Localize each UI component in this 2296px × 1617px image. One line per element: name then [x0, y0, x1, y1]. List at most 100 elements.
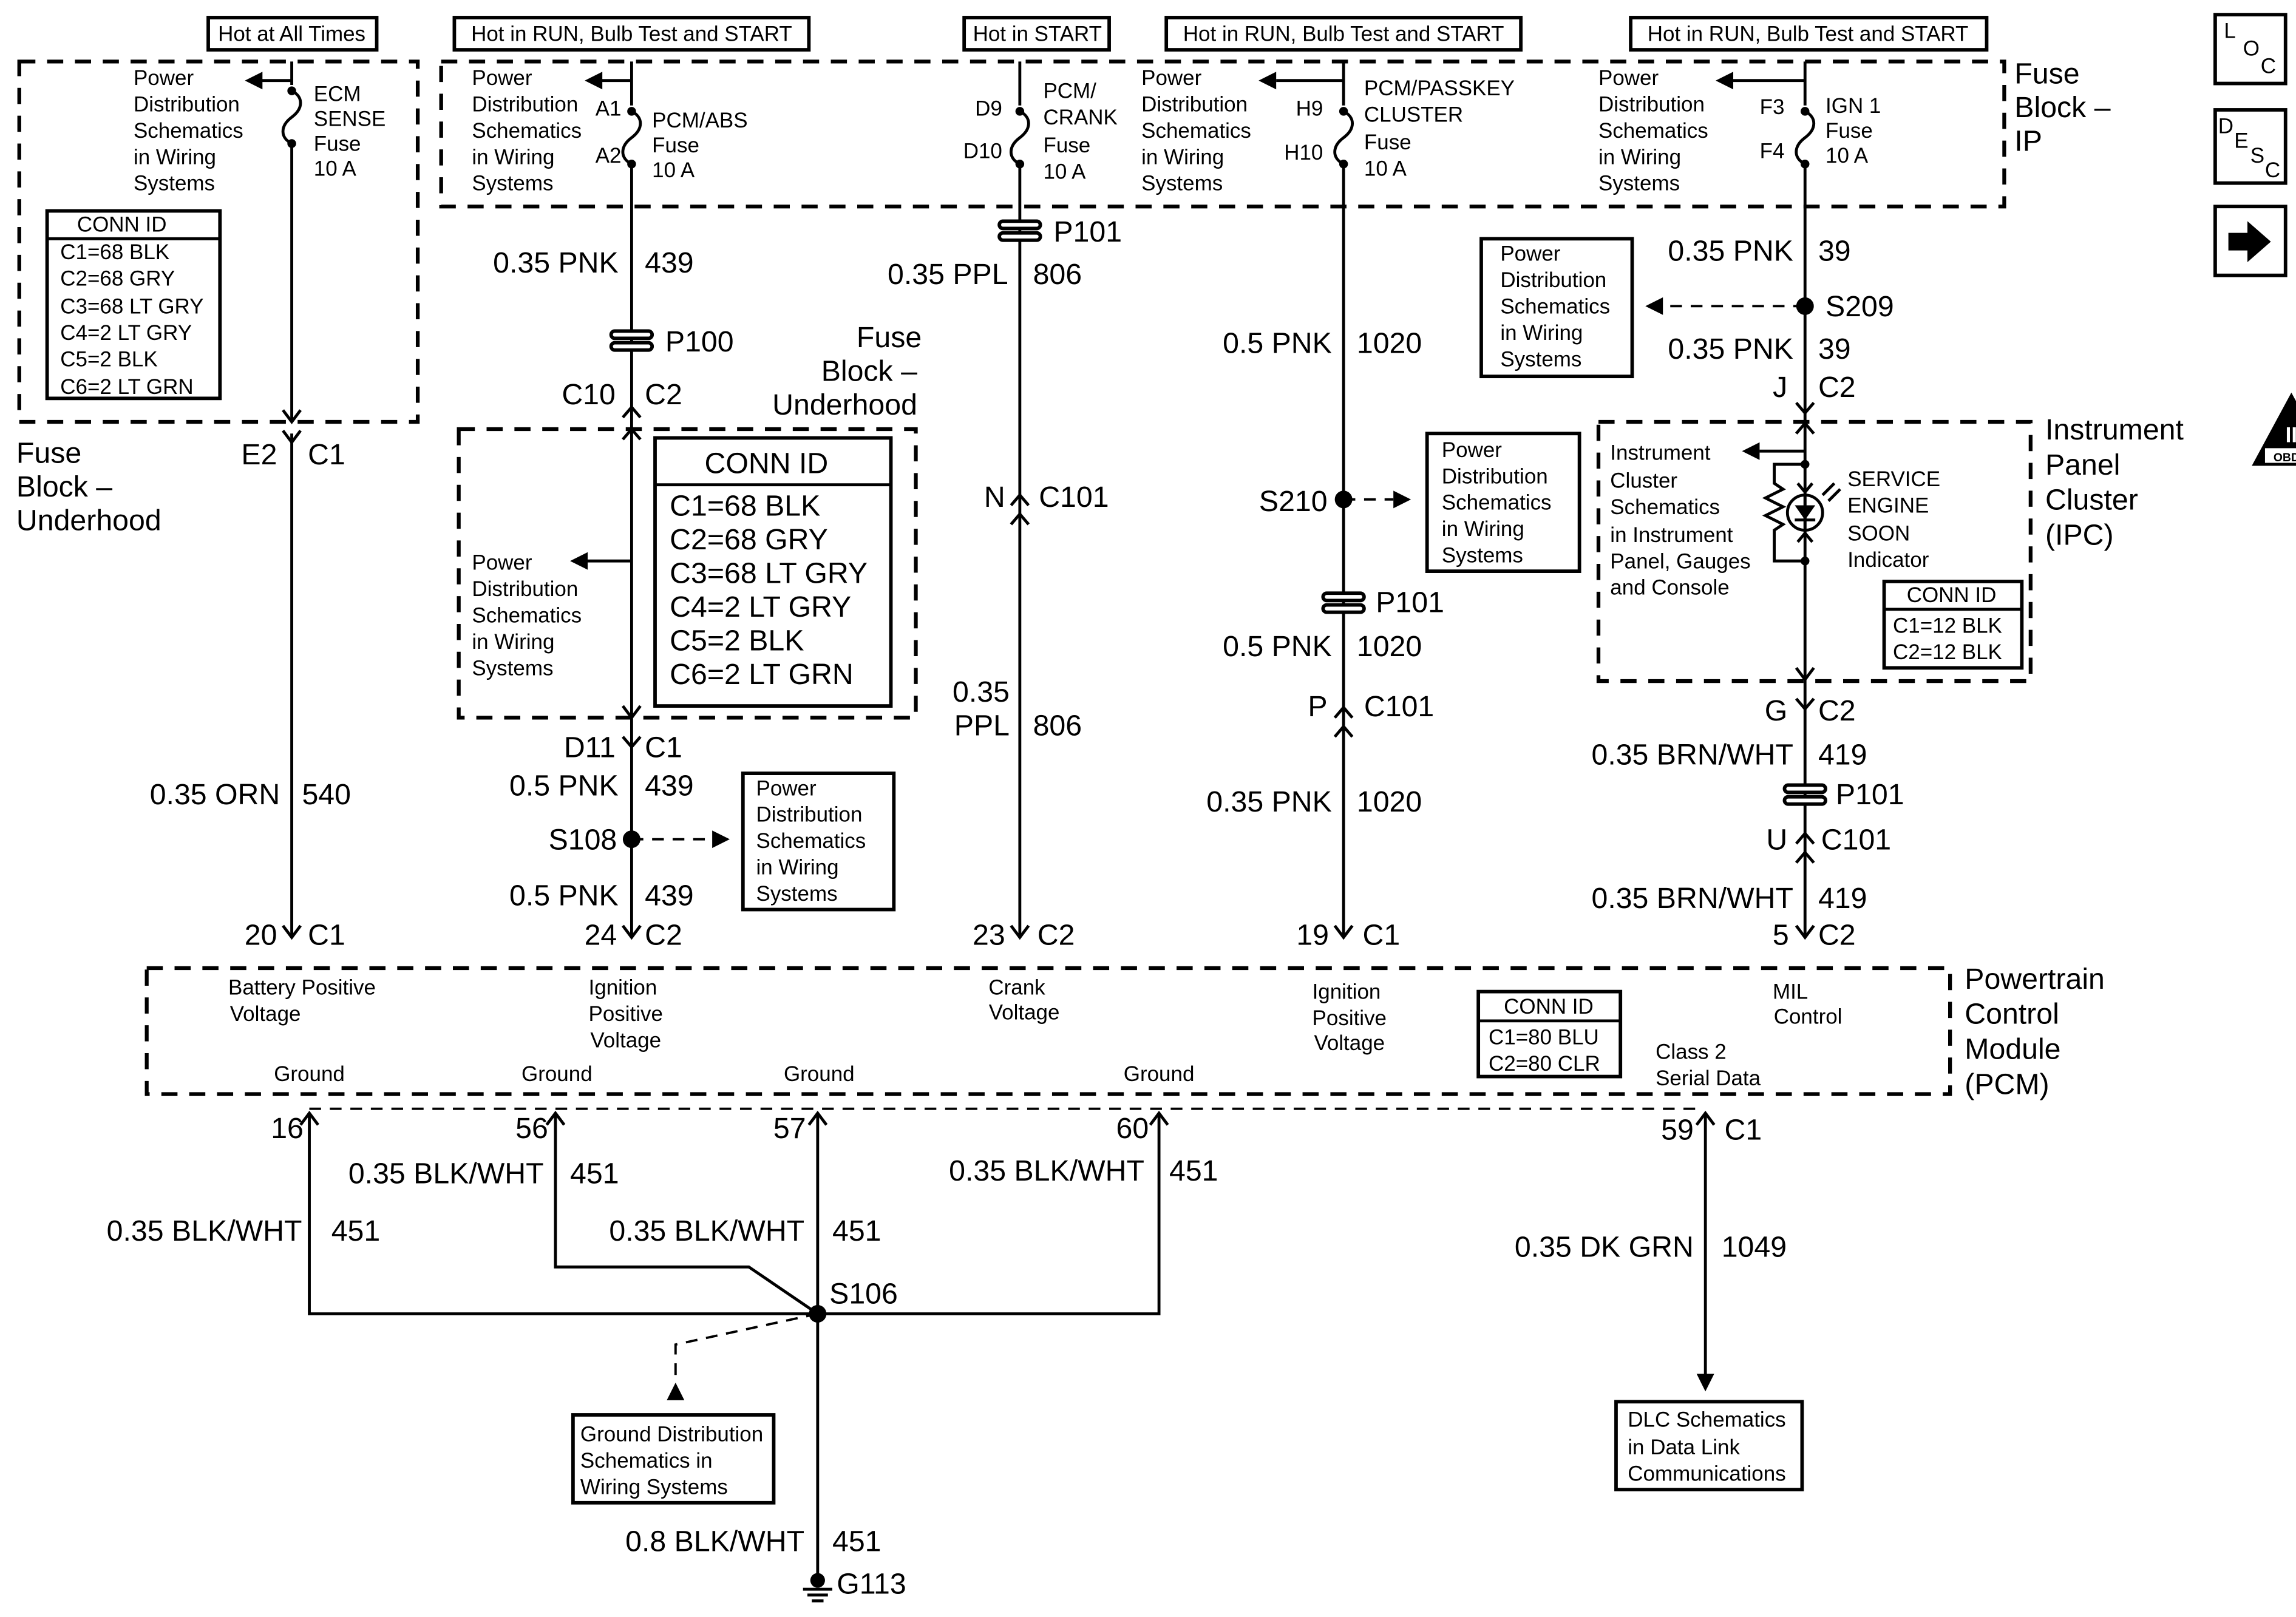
- dlc-reference[interactable]: DLC Schematics in Data Link Communications: [1628, 1408, 1785, 1485]
- ground-distribution-reference[interactable]: Ground Distribution Schematics in Wiring S…: [580, 1422, 763, 1499]
- connector-terminal: G: [1765, 694, 1788, 727]
- status-hot-run: Hot in RUN, Bulb Test and START: [1648, 22, 1969, 46]
- wire-circuit: 451: [832, 1525, 881, 1558]
- wire-circuit: 1049: [1722, 1230, 1787, 1263]
- svg-text:O: O: [2243, 37, 2260, 61]
- status-hot-run: Hot in RUN, Bulb Test and START: [471, 22, 792, 46]
- fuse-icon: [1333, 107, 1354, 169]
- svg-text:C3=68 LT GRY: C3=68 LT GRY: [60, 294, 203, 318]
- wire-circuit: 451: [832, 1215, 881, 1247]
- connector-terminal: J: [1773, 371, 1787, 404]
- reference-arrows: [245, 72, 1815, 1400]
- pd-reference[interactable]: Power Distribution Schematics in Wiring Syst…: [472, 551, 582, 680]
- ipc-reference[interactable]: Instrument Cluster Schematics in Instrument…: [1610, 441, 1750, 600]
- svg-text:CONN ID: CONN ID: [1504, 995, 1594, 1019]
- fuse-terminal: D9: [975, 97, 1002, 121]
- ses-indicator-label: SERVICE ENGINE SOON Indicator: [1847, 467, 1940, 572]
- connector-terminal: 59: [1661, 1113, 1694, 1146]
- arrow-down-icon: [282, 409, 302, 424]
- wire-color: 0.5 PNK: [1223, 327, 1332, 360]
- status-boxes: Hot at All Times Hot in RUN, Bulb Test a…: [206, 16, 1989, 52]
- service-engine-soon-lamp-icon: [1762, 459, 1841, 566]
- pd-reference[interactable]: Power Distribution Schematics in Wiring Syst…: [1442, 438, 1552, 568]
- loc-button[interactable]: LOC: [2213, 13, 2288, 86]
- arrow-both-icon: [621, 427, 642, 720]
- conn-id-table: CONN ID C1=68 BLK C2=68 GRY C3=68 LT GRY…: [653, 436, 893, 708]
- pcm-pin-ground: Ground: [274, 1062, 345, 1086]
- connector-id: C1: [645, 731, 682, 764]
- connector-terminal: N: [984, 481, 1005, 514]
- pd-reference[interactable]: Power Distribution Schematics in Wiring Syst…: [1500, 242, 1610, 371]
- pd-reference[interactable]: Power Distribution Schematics in Wiring Syst…: [472, 66, 582, 195]
- wire-circuit: 451: [331, 1215, 381, 1247]
- splice-label: S108: [549, 824, 617, 856]
- pd-reference[interactable]: Power Distribution Schematics in Wiring Syst…: [1598, 66, 1708, 195]
- fuse-terminal: H9: [1296, 97, 1323, 121]
- fuse-block-ip-name: Fuse Block – IP: [2014, 58, 2110, 158]
- fuse-terminal: A2: [596, 144, 622, 168]
- arrow-right-icon: [1393, 490, 1411, 509]
- svg-text:C5=2 BLK: C5=2 BLK: [670, 624, 804, 657]
- arrow-down-icon: [1696, 1374, 1714, 1392]
- wire-circuit: 39: [1818, 235, 1851, 268]
- svg-text:C1=80 BLU: C1=80 BLU: [1489, 1026, 1599, 1049]
- pd-reference[interactable]: Power Distribution Schematics in Wiring Syst…: [1141, 66, 1251, 195]
- wire-circuit: 419: [1818, 882, 1867, 915]
- pcm-pin-serial-data: Class 2 Serial Data: [1656, 1040, 1761, 1090]
- wire-color: 0.35 PNK: [493, 246, 619, 279]
- status-hot-at-all-times: Hot at All Times: [218, 22, 365, 46]
- connector-id: C1: [1363, 918, 1401, 951]
- svg-text:C3=68 LT GRY: C3=68 LT GRY: [670, 557, 868, 589]
- arrow-right-icon: [2228, 221, 2271, 262]
- arrow-left-icon: [1645, 297, 1663, 315]
- svg-text:OBD II: OBD II: [2274, 452, 2296, 464]
- next-arrow-button[interactable]: [2213, 205, 2288, 277]
- connector-terminal: 24: [585, 918, 617, 951]
- svg-text:S: S: [2250, 144, 2264, 168]
- fuse-ign1-label: IGN 1 Fuse 10 A: [1826, 94, 1881, 168]
- splice-label: S210: [1259, 485, 1328, 518]
- fuse-icon: [1795, 107, 1815, 169]
- svg-text:C4=2 LT GRY: C4=2 LT GRY: [670, 591, 851, 623]
- fuse-block-ip-outline: [439, 59, 2006, 209]
- wire-circuit: 451: [1169, 1154, 1218, 1187]
- connector-id: C101: [1821, 824, 1891, 856]
- svg-text:CONN ID: CONN ID: [77, 212, 167, 236]
- connector-terminal: 56: [515, 1112, 548, 1145]
- fuse-terminal: D10: [963, 140, 1002, 163]
- pd-reference-box[interactable]: [1479, 237, 1634, 379]
- svg-text:C6=2 LT GRN: C6=2 LT GRN: [670, 658, 854, 691]
- svg-text:C2=68 GRY: C2=68 GRY: [670, 523, 828, 556]
- arrow-up-icon: [667, 1382, 685, 1400]
- pd-reference[interactable]: Power Distribution Schematics in Wiring Syst…: [756, 776, 866, 906]
- fuse-block-underhood-name: Fuse Block – Underhood: [16, 437, 161, 537]
- connector-id: C2: [1818, 918, 1856, 951]
- fuse-pcm-abs-label: PCM/ABS Fuse 10 A: [652, 109, 747, 182]
- fuse-icons: [281, 86, 1815, 169]
- connector-id: C1: [308, 918, 345, 951]
- connector-terminal: 5: [1773, 918, 1789, 951]
- pd-reference-box[interactable]: [1425, 432, 1581, 573]
- arrow-left-icon: [570, 552, 588, 570]
- s210-splice: [1334, 490, 1353, 509]
- arrow-left-icon: [1258, 72, 1277, 90]
- connector-terminal: E2: [241, 438, 277, 471]
- pd-reference[interactable]: Power Distribution Schematics in Wiring Syst…: [134, 66, 243, 195]
- pass-through-connectors: [609, 219, 1827, 1602]
- fuse-icon: [281, 86, 302, 148]
- p101-connector: [1321, 591, 1366, 614]
- wire-color: 0.35 PPL: [888, 258, 1008, 291]
- wire-circuit: 419: [1818, 739, 1867, 771]
- wire-color: 0.35 BLK/WHT: [949, 1154, 1144, 1187]
- dlc-reference-box[interactable]: [1614, 1400, 1804, 1491]
- wire-color: 0.5 PNK: [509, 769, 619, 802]
- ground-distribution-reference-box[interactable]: [571, 1413, 776, 1505]
- wire-circuit: 806: [1033, 258, 1082, 291]
- wire-color: 0.35 ORN: [150, 778, 280, 811]
- arrow-left-icon: [1716, 72, 1734, 90]
- arrow-left-icon: [245, 72, 263, 90]
- pcm-name: Powertrain Control Module (PCM): [1965, 963, 2105, 1101]
- connector-id: C2: [1818, 694, 1856, 727]
- pd-reference-box[interactable]: [741, 771, 896, 912]
